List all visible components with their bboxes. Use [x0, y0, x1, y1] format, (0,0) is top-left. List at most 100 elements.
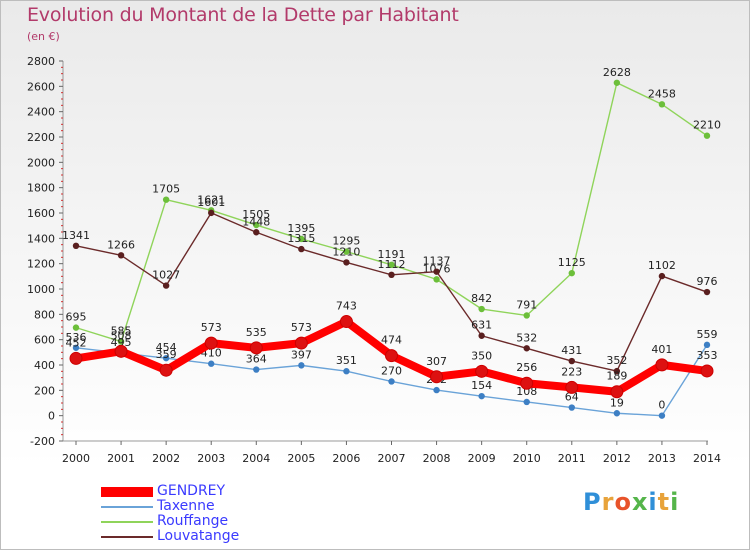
x-tick-label: 2001 [107, 452, 135, 465]
data-label-rouffange: 1125 [558, 256, 586, 269]
x-tick-label: 2012 [603, 452, 631, 465]
data-point-louvatange [388, 271, 395, 279]
x-tick-label: 2008 [423, 452, 451, 465]
data-label-gendrey: 256 [516, 361, 537, 374]
data-label-louvatange: 976 [697, 275, 718, 288]
data-point-louvatange [117, 252, 125, 259]
x-tick-label: 2006 [332, 452, 360, 465]
data-point-rouffange [253, 221, 260, 229]
data-point-taxenne [343, 368, 350, 375]
data-point-gendrey [565, 380, 579, 394]
data-point-gendrey [204, 336, 218, 350]
data-label-louvatange: 532 [516, 331, 537, 344]
y-tick-label: 2000 [27, 156, 55, 169]
data-label-taxenne: 495 [111, 336, 132, 349]
data-label-taxenne: 270 [381, 364, 402, 377]
y-tick-label: 600 [34, 334, 55, 347]
data-label-louvatange: 431 [561, 344, 582, 357]
x-tick-label: 2000 [62, 452, 90, 465]
data-point-louvatange [478, 332, 485, 339]
y-tick-label: 800 [34, 308, 55, 321]
series-louvatange: 1341 1266 1027 1601 1448 1315 1210 1112 1137 631 5… [62, 196, 718, 375]
brand-letter: r [601, 488, 615, 516]
data-label-rouffange: 1191 [378, 248, 406, 261]
y-tick-label: 2200 [27, 131, 55, 144]
data-point-taxenne [658, 412, 666, 419]
legend-label-rouffange: Rouffange [157, 513, 229, 529]
data-point-taxenne [703, 341, 711, 349]
data-label-louvatange: 1601 [197, 196, 225, 209]
data-point-taxenne [208, 360, 215, 367]
y-tick-label: 0 [48, 410, 55, 423]
data-point-louvatange [523, 345, 530, 352]
data-label-louvatange: 1137 [423, 255, 451, 268]
data-label-taxenne: 559 [697, 328, 718, 341]
data-point-rouffange [298, 235, 305, 243]
data-point-rouffange [523, 312, 530, 319]
y-tick-label: 1600 [27, 207, 55, 220]
chart-unit: (en €) [27, 30, 60, 43]
data-label-louvatange: 1341 [62, 229, 90, 242]
data-point-louvatange [298, 245, 305, 253]
data-point-louvatange [253, 229, 260, 236]
data-point-louvatange [208, 209, 215, 217]
data-label-louvatange: 1112 [378, 258, 406, 271]
x-tick-label: 2003 [197, 452, 225, 465]
data-point-gendrey [159, 363, 173, 377]
data-label-louvatange: 1102 [648, 259, 676, 272]
data-point-rouffange [433, 276, 440, 283]
data-label-louvatange: 1266 [107, 238, 135, 251]
data-point-rouffange [388, 261, 395, 269]
data-point-gendrey [475, 364, 489, 378]
data-label-gendrey: 535 [246, 326, 267, 339]
brand-letter: t [657, 488, 671, 516]
x-tick-label: 2009 [468, 452, 496, 465]
legend-swatch-taxenne [101, 506, 153, 508]
data-label-taxenne: 108 [516, 385, 537, 398]
data-label-rouffange: 791 [516, 298, 537, 311]
y-tick-label: 1000 [27, 283, 55, 296]
data-label-gendrey: 474 [381, 334, 402, 347]
brand-letter: i [648, 488, 658, 516]
data-point-taxenne [478, 392, 485, 400]
brand-letter: o [614, 488, 632, 516]
data-label-rouffange: 2210 [693, 119, 721, 132]
data-point-taxenne [253, 366, 260, 373]
data-point-rouffange [568, 269, 575, 277]
data-label-taxenne: 364 [246, 353, 267, 366]
data-point-rouffange [658, 101, 666, 108]
data-label-rouffange: 2458 [648, 87, 676, 100]
data-label-gendrey: 189 [606, 370, 627, 383]
data-label-rouffange: 585 [111, 325, 132, 338]
data-point-gendrey [294, 336, 308, 350]
data-point-taxenne [568, 404, 575, 411]
chart-title: Evolution du Montant de la Dette par Hab… [27, 4, 459, 26]
legend-label-louvatange: Louvatange [157, 528, 240, 544]
x-tick-label: 2004 [242, 452, 270, 465]
data-point-gendrey [700, 364, 714, 378]
y-tick-label: 2600 [27, 80, 55, 93]
data-point-taxenne [433, 386, 440, 394]
series-line-rouffange [75, 82, 708, 343]
data-point-taxenne [298, 362, 305, 369]
data-label-taxenne: 19 [610, 396, 624, 409]
y-tick-label: 1200 [27, 258, 55, 271]
data-label-gendrey: 401 [651, 343, 672, 356]
data-label-rouffange: 1621 [197, 193, 225, 206]
data-label-gendrey: 359 [156, 348, 177, 361]
data-label-gendrey: 452 [66, 336, 87, 349]
data-label-gendrey: 353 [697, 349, 718, 362]
data-label-gendrey: 508 [111, 329, 132, 342]
data-label-gendrey: 350 [471, 349, 492, 362]
legend-label-gendrey: GENDREY [157, 483, 226, 499]
x-tick-label: 2014 [693, 452, 721, 465]
data-point-gendrey [69, 351, 83, 365]
data-point-gendrey [655, 358, 669, 372]
data-label-louvatange: 352 [606, 354, 627, 367]
data-point-gendrey [430, 370, 444, 384]
x-tick-label: 2011 [558, 452, 586, 465]
data-label-louvatange: 1210 [332, 245, 360, 258]
data-point-gendrey [610, 385, 624, 399]
data-label-louvatange: 1027 [152, 269, 180, 282]
